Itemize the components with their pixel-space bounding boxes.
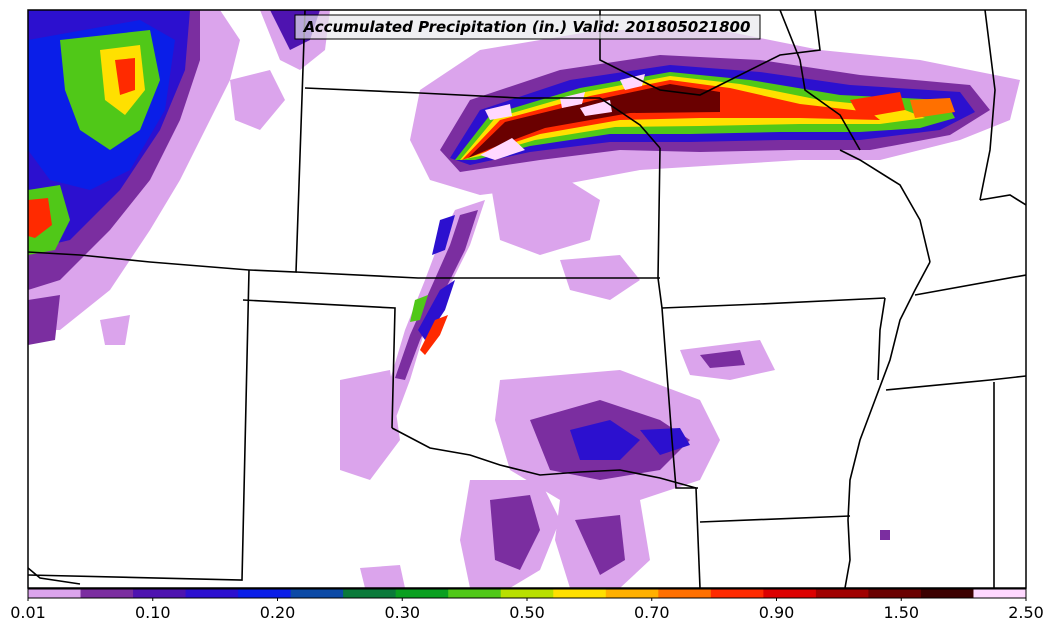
colorbar-segment bbox=[920, 589, 974, 598]
colorbar-tick-label: 0.20 bbox=[260, 603, 296, 622]
colorbar-segment bbox=[343, 589, 397, 598]
colorbar-tick-label: 0.01 bbox=[10, 603, 46, 622]
colorbar-segment bbox=[80, 589, 134, 598]
colorbar-tick-label: 0.70 bbox=[634, 603, 670, 622]
colorbar-tick-label: 2.50 bbox=[1008, 603, 1044, 622]
state-borders bbox=[28, 10, 1026, 588]
colorbar-segment bbox=[710, 589, 764, 598]
colorbar-segment bbox=[658, 589, 712, 598]
colorbar-segment bbox=[290, 589, 344, 598]
colorbar-segment bbox=[185, 589, 239, 598]
colorbar-tick-label: 0.10 bbox=[135, 603, 171, 622]
colorbar-tick-label: 0.50 bbox=[509, 603, 545, 622]
colorbar-segment bbox=[395, 589, 449, 598]
colorbar-segment bbox=[238, 589, 292, 598]
map-title: Accumulated Precipitation (in.) Valid: 2… bbox=[294, 14, 761, 40]
colorbar-segment bbox=[448, 589, 502, 598]
map-title-text: Accumulated Precipitation (in.) Valid: 2… bbox=[303, 18, 751, 36]
colorbar-segment bbox=[553, 589, 607, 598]
colorbar-segment bbox=[500, 589, 554, 598]
colorbar-tick-label: 0.90 bbox=[759, 603, 795, 622]
colorbar-segment bbox=[763, 589, 817, 598]
colorbar-segment bbox=[868, 589, 922, 598]
colorbar-segment bbox=[28, 589, 82, 598]
map-frame-border bbox=[27, 9, 1027, 589]
colorbar: 0.01 0.10 0.20 0.30 0.50 0.70 0.90 1.50 2.50 bbox=[10, 588, 1044, 622]
colorbar-segment bbox=[973, 589, 1027, 598]
colorbar-tick-label: 1.50 bbox=[883, 603, 919, 622]
precipitation-field bbox=[28, 10, 1020, 588]
colorbar-segment bbox=[133, 589, 187, 598]
colorbar-tick-label: 0.30 bbox=[384, 603, 420, 622]
colorbar-segment bbox=[815, 589, 869, 598]
colorbar-segment bbox=[605, 589, 659, 598]
